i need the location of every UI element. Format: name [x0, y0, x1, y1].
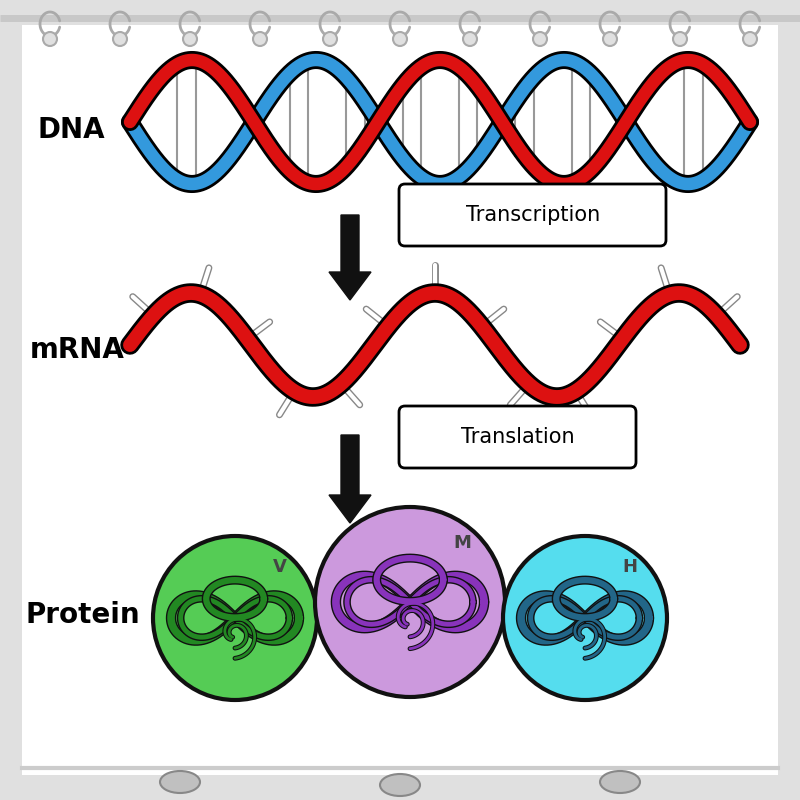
Text: H: H — [622, 558, 638, 576]
FancyArrow shape — [329, 435, 371, 523]
Circle shape — [533, 32, 547, 46]
Text: Protein: Protein — [25, 601, 140, 629]
Circle shape — [315, 507, 505, 697]
Circle shape — [393, 32, 407, 46]
Ellipse shape — [600, 771, 640, 793]
Bar — [515, 89, 534, 155]
FancyBboxPatch shape — [399, 184, 666, 246]
Circle shape — [153, 536, 317, 700]
Ellipse shape — [380, 774, 420, 796]
Circle shape — [463, 32, 477, 46]
Circle shape — [673, 32, 687, 46]
Text: DNA: DNA — [38, 116, 106, 144]
Circle shape — [253, 32, 267, 46]
Ellipse shape — [160, 771, 200, 793]
Circle shape — [113, 32, 127, 46]
FancyArrow shape — [329, 215, 371, 300]
Circle shape — [743, 32, 757, 46]
Bar — [177, 61, 196, 183]
Bar — [459, 75, 478, 169]
Circle shape — [183, 32, 197, 46]
Text: V: V — [273, 558, 287, 576]
Text: mRNA: mRNA — [30, 336, 125, 364]
Circle shape — [323, 32, 337, 46]
Circle shape — [603, 32, 617, 46]
Bar — [684, 61, 703, 183]
Circle shape — [503, 536, 667, 700]
Bar — [402, 75, 421, 169]
Bar — [290, 66, 308, 178]
Text: M: M — [454, 534, 471, 552]
Bar — [346, 89, 365, 155]
Bar — [572, 66, 590, 178]
FancyBboxPatch shape — [399, 406, 636, 468]
Circle shape — [43, 32, 57, 46]
Text: Transcription: Transcription — [466, 205, 600, 225]
Text: Translation: Translation — [461, 427, 575, 447]
